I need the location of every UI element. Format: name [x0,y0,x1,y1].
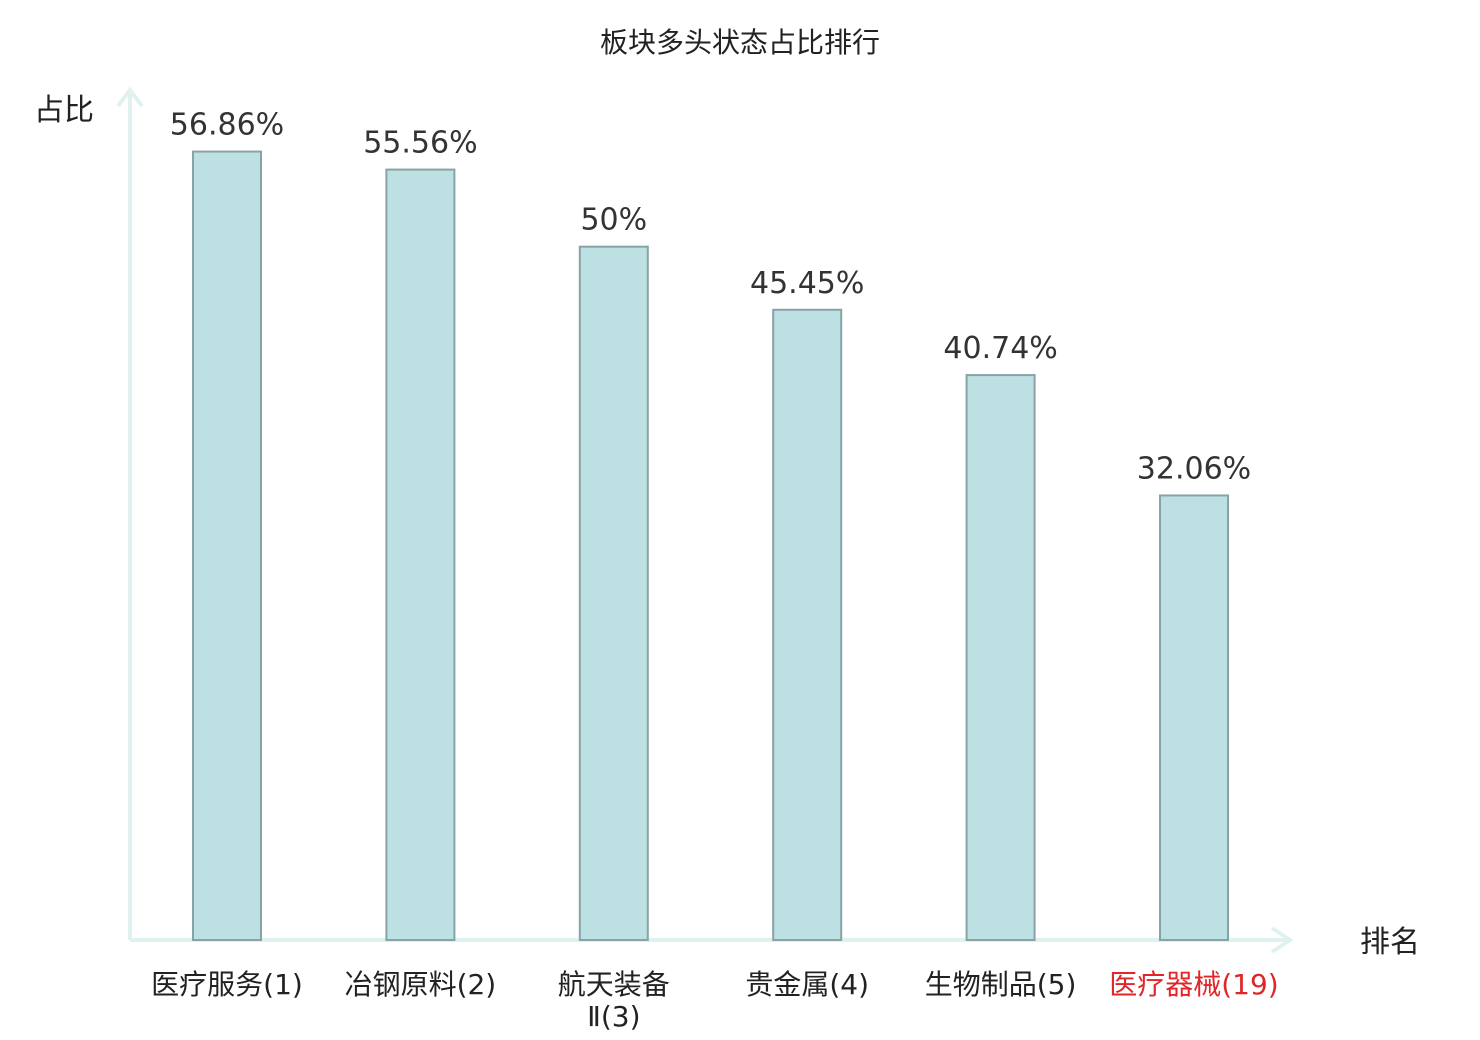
bar [1159,494,1229,941]
category-label: 医疗器械(19) [1109,968,1278,1001]
value-label: 32.06% [1137,451,1251,486]
y-axis-label: 占比 [34,93,94,128]
chart-title: 板块多头状态占比排行 [600,26,880,59]
category-label: 贵金属(4) [745,968,869,1001]
x-axis-label: 排名 [1360,925,1420,960]
bar [965,374,1036,941]
bar [578,245,649,941]
bars-group [192,150,1229,942]
bar [192,150,262,942]
value-label: 45.45% [750,266,864,301]
category-label: 冶钢原料(2) [345,968,497,1001]
value-labels-group: 56.86% 55.56% 50% 45.45% 40.74% 32.06% [170,108,1251,487]
value-label: 50% [580,203,647,238]
value-label: 55.56% [363,126,477,161]
bar [772,308,843,941]
x-axis [130,926,1294,954]
category-label: 生物制品(5) [925,968,1077,1001]
bar [385,168,456,941]
category-label: 航天装备 [558,968,670,1001]
value-label: 56.86% [170,108,284,143]
category-label: Ⅱ(3) [587,1000,640,1033]
category-label: 医疗服务(1) [151,968,303,1001]
value-label: 40.74% [943,331,1057,366]
y-axis [116,86,144,940]
